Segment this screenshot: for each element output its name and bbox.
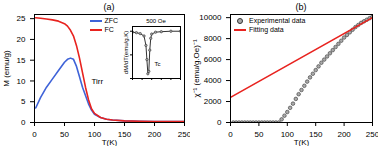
svg-text:25: 25	[17, 14, 26, 23]
svg-text:T(K): T(K)	[102, 138, 118, 146]
svg-text:8000: 8000	[204, 34, 222, 43]
svg-text:Tc: Tc	[155, 61, 161, 67]
svg-text:χ⁻¹ (emu/g.Oe)⁻¹: χ⁻¹ (emu/g.Oe)⁻¹	[192, 39, 201, 98]
svg-text:15: 15	[17, 56, 26, 65]
svg-text:dM/dT(emu/g.K): dM/dT(emu/g.K)	[123, 31, 129, 74]
svg-text:T(K): T(K)	[294, 138, 310, 146]
svg-text:200: 200	[337, 130, 351, 139]
svg-text:Tirr: Tirr	[92, 77, 104, 86]
html-text:(b): (b)	[295, 2, 307, 12]
svg-text:6000: 6000	[204, 55, 222, 64]
svg-text:50: 50	[60, 130, 69, 139]
svg-text:5: 5	[21, 97, 26, 106]
svg-text:150: 150	[118, 130, 132, 139]
html-text:500 Oe: 500 Oe	[146, 18, 166, 24]
svg-text:250: 250	[366, 130, 378, 139]
svg-text:0: 0	[217, 118, 222, 127]
html-text:Experimental data: Experimental data	[249, 17, 306, 24]
svg-text:10: 10	[17, 77, 26, 86]
svg-text:150: 150	[309, 130, 323, 139]
svg-text:4000: 4000	[204, 76, 222, 85]
html-text:(a): (a)	[103, 2, 115, 12]
html-text:ZFC: ZFC	[104, 17, 119, 24]
svg-text:2000: 2000	[204, 97, 222, 106]
svg-text:50: 50	[254, 130, 263, 139]
svg-text:100: 100	[88, 130, 102, 139]
svg-text:250: 250	[177, 130, 192, 140]
html-text:Fitting data: Fitting data	[249, 25, 284, 33]
svg-text:100: 100	[281, 130, 295, 139]
svg-text:M (emu/g): M (emu/g)	[2, 50, 11, 87]
svg-text:0: 0	[32, 130, 37, 139]
svg-text:20: 20	[17, 35, 26, 44]
svg-text:0: 0	[21, 118, 26, 127]
svg-text:200: 200	[148, 130, 162, 139]
html-text:FC: FC	[104, 25, 114, 33]
svg-text:0: 0	[228, 130, 233, 139]
svg-text:10000: 10000	[199, 13, 222, 22]
